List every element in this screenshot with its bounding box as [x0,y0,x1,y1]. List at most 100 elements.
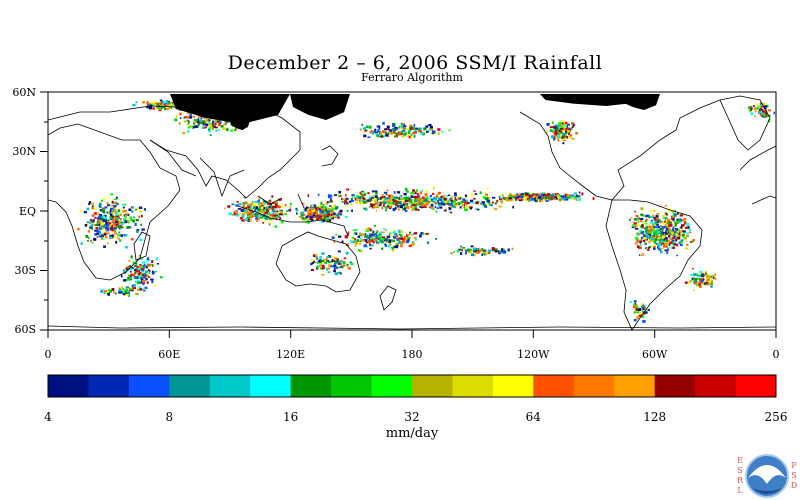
rain-cell [325,209,328,212]
rain-cell [324,262,327,264]
rain-cell [106,201,109,205]
rain-cell [187,121,190,124]
rain-cell [271,195,274,198]
rain-cell [341,197,343,201]
rain-cell [451,202,454,205]
rain-cell [676,212,679,215]
rain-cell [633,222,637,225]
rain-cell [427,129,431,132]
rain-cell [317,206,319,210]
rain-cell [680,226,683,229]
rain-cell [396,198,399,201]
rain-cell [156,263,159,265]
rain-cell [223,123,227,126]
rain-cell [333,204,336,207]
rain-cell [408,129,410,133]
rain-cell [346,263,349,267]
rain-cell [448,210,451,213]
rain-cell [767,109,772,112]
rain-cell [135,207,139,211]
rain-cell [437,196,440,199]
rain-cell [638,311,642,315]
rain-cell [334,272,338,276]
rain-cell [325,207,327,210]
rain-cell [202,120,205,123]
rain-cell [448,207,452,210]
rain-cell [512,205,514,209]
rain-cell [412,207,415,210]
rain-cell [123,234,125,237]
rain-cell [640,218,644,220]
rain-cell [361,196,365,198]
rain-cell [482,196,486,199]
rain-cell [641,253,644,256]
lon-axis: 0 60E 120E 180 120W 60W 0 [45,330,780,361]
rain-cell [370,239,373,242]
rain-cell [678,221,682,224]
rain-cell [380,135,384,138]
rain-cell [118,220,121,223]
rain-cell [533,198,537,201]
rain-cell [392,200,397,203]
rain-cell [154,102,158,105]
rain-cell [121,204,124,206]
rain-cell [676,228,679,231]
rain-cell [358,242,362,245]
rain-cell [662,221,665,225]
rain-cell [115,217,118,219]
rain-cell [189,125,193,128]
rain-cell [521,194,524,197]
rain-cell [364,193,367,196]
rain-cell [145,265,148,269]
rain-cell [403,197,406,200]
rain-cell [368,125,372,129]
rain-cell [305,220,308,223]
no-data-region [230,120,250,130]
rain-cell [275,215,278,218]
rain-cell [276,210,279,213]
rain-cell [381,236,386,240]
rain-cell [311,209,315,212]
rain-cell [289,208,292,212]
rain-cell [568,128,571,131]
rain-cell [513,196,517,199]
rain-cell [146,281,149,284]
rain-cell [512,195,515,197]
rain-cell [657,246,661,250]
rain-cell [677,222,680,224]
rain-cell [642,310,646,313]
rain-cell [350,240,353,243]
rain-cell [561,196,565,200]
rain-cell [110,234,114,238]
rain-cell [136,269,139,273]
rain-cell [690,273,693,277]
rain-cell [99,218,102,221]
rain-cell [454,204,458,207]
rain-cell [555,136,557,138]
rain-cell [428,199,431,201]
no-data-region [170,94,290,124]
rain-cell [331,236,335,240]
rain-cell [403,193,407,196]
rain-cell [379,131,382,135]
rain-cell [333,257,337,260]
rain-cell [416,208,420,211]
rain-cell [326,211,329,215]
rain-cell [567,130,571,133]
rain-cell [651,234,654,237]
rain-cell [516,196,519,199]
rain-cell [121,209,124,212]
rain-cell [757,105,760,109]
rain-cell [394,202,398,205]
rain-cell [254,213,257,215]
rain-cell [255,217,258,220]
rain-cell [120,274,123,278]
rain-cell [296,212,298,215]
rain-cell [654,222,658,225]
rain-cell [408,135,412,139]
rain-cell [464,202,468,206]
rain-cell [669,236,672,240]
rain-cell [645,218,648,221]
rain-cell [344,235,348,238]
rain-cell [674,229,677,233]
